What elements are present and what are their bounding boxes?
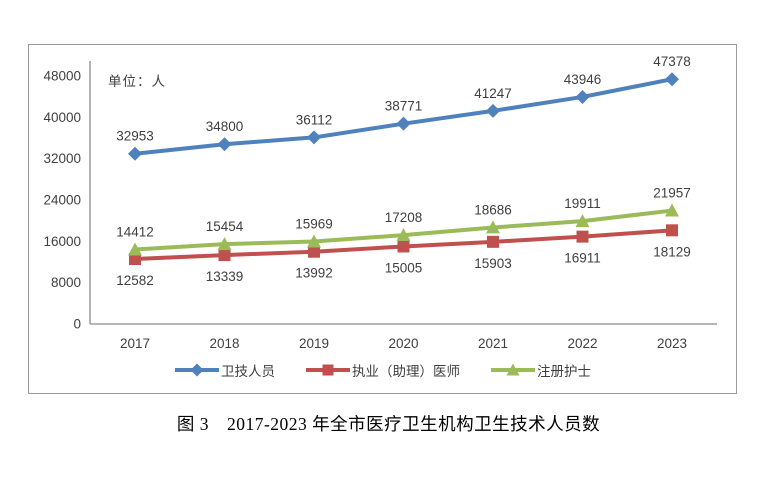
data-label: 15454 — [206, 219, 244, 234]
data-label: 15005 — [385, 260, 423, 275]
x-tick-label: 2017 — [120, 336, 150, 351]
chart-frame: 0 8000 16000 24000 32000 40000 48000 2017 2018 20… — [28, 44, 737, 394]
legend-label: 卫技人员 — [221, 364, 275, 379]
data-label: 32953 — [116, 129, 154, 144]
figure-caption: 图 3 2017-2023 年全市医疗卫生机构卫生技术人员数 — [176, 414, 601, 434]
y-tick-label: 16000 — [43, 234, 81, 249]
x-tick-label: 2021 — [478, 336, 508, 351]
y-tick-label: 40000 — [43, 110, 81, 125]
x-tick-label: 2018 — [209, 336, 239, 351]
diamond-marker — [665, 72, 679, 87]
data-label: 18129 — [653, 244, 691, 259]
square-marker — [487, 235, 499, 248]
data-label: 38771 — [385, 99, 423, 114]
line-chart: 0 8000 16000 24000 32000 40000 48000 2017 2018 20… — [43, 54, 717, 351]
x-tick-label: 2020 — [388, 336, 418, 351]
data-label: 21957 — [653, 186, 691, 201]
triangle-marker — [486, 220, 500, 234]
data-label: 18686 — [474, 202, 512, 217]
data-label: 15969 — [295, 216, 333, 231]
x-tick-label: 2019 — [299, 336, 329, 351]
legend-item: 卫技人员 — [174, 360, 275, 380]
legend-triangle-marker — [491, 363, 535, 376]
triangle-marker — [128, 242, 142, 256]
square-marker — [218, 249, 231, 262]
y-tick-label: 24000 — [43, 193, 81, 208]
triangle-marker — [396, 228, 411, 242]
y-tick-label: 0 — [73, 317, 81, 332]
data-label: 34800 — [206, 119, 244, 134]
diamond-marker — [396, 116, 411, 131]
data-label: 43946 — [564, 72, 602, 87]
square-marker — [576, 230, 589, 243]
diamond-marker — [217, 137, 232, 152]
legend-label: 注册护士 — [537, 364, 591, 379]
legend-item: 注册护士 — [490, 360, 591, 380]
triangle-marker — [307, 234, 321, 248]
y-tick-label: 8000 — [51, 275, 81, 290]
diamond-marker — [486, 103, 500, 118]
legend-square-marker — [306, 364, 350, 376]
triangle-marker — [575, 214, 590, 228]
data-label: 36112 — [296, 112, 333, 127]
square-marker — [308, 245, 320, 258]
data-label: 14412 — [116, 225, 154, 240]
data-label: 13339 — [206, 269, 244, 284]
x-tick-label: 2022 — [567, 336, 597, 351]
diamond-marker — [575, 89, 590, 104]
triangle-marker — [665, 203, 679, 217]
data-label: 17208 — [385, 210, 423, 225]
diamond-marker — [307, 130, 321, 145]
unit-label: 单位：人 — [108, 74, 166, 89]
data-label: 12582 — [116, 273, 154, 288]
chart-legend: 卫技人员 执业（助理）医师 注册护士 — [29, 360, 736, 380]
square-marker — [397, 240, 410, 253]
legend-item: 执业（助理）医师 — [305, 360, 460, 380]
diamond-marker — [128, 146, 142, 161]
legend-diamond-marker — [175, 363, 219, 377]
data-label: 13992 — [295, 266, 333, 281]
y-tick-label: 48000 — [43, 69, 81, 84]
series-line — [133, 77, 674, 156]
data-label: 19911 — [564, 196, 601, 211]
triangle-marker — [217, 237, 232, 251]
data-label: 15903 — [474, 256, 512, 271]
legend-label: 执业（助理）医师 — [352, 364, 460, 379]
square-marker — [666, 224, 678, 237]
data-label: 41247 — [474, 86, 512, 101]
x-tick-label: 2023 — [657, 336, 687, 351]
data-label: 16911 — [564, 251, 601, 266]
y-tick-label: 32000 — [43, 151, 81, 166]
square-marker — [129, 252, 141, 265]
data-label: 47378 — [653, 54, 691, 69]
